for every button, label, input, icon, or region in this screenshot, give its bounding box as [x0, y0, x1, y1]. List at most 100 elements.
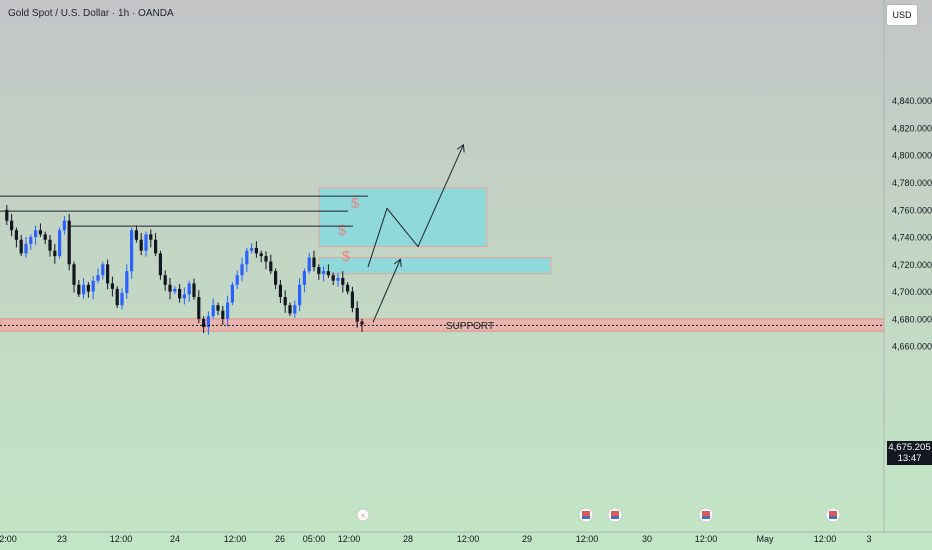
candle-body	[250, 247, 254, 251]
y-tick-label: 4,760.000	[892, 205, 932, 215]
x-tick-label: 26	[275, 534, 285, 544]
y-tick-label: 4,700.000	[892, 287, 932, 297]
y-tick-label: 4,840.000	[892, 96, 932, 106]
lightning-glyph: ⚡	[360, 512, 366, 522]
candle-body	[192, 283, 196, 298]
x-tick-label: 2:00	[0, 534, 17, 544]
candle-body	[298, 284, 302, 306]
x-tick-label: 12:00	[695, 534, 718, 544]
candle-body	[355, 307, 359, 322]
flag-stripes	[582, 511, 590, 516]
candle-body	[326, 271, 330, 276]
candle-body	[336, 277, 340, 281]
candle-body	[235, 275, 239, 285]
flag-canton	[611, 516, 619, 519]
candle-body	[307, 257, 311, 272]
candle-body	[154, 239, 158, 254]
candle-body	[240, 264, 244, 276]
candle-body	[274, 271, 278, 285]
candle-body	[269, 261, 273, 272]
x-tick-label: 23	[57, 534, 67, 544]
candle-body	[77, 284, 81, 295]
candle-body	[259, 253, 263, 257]
flag-stripes	[829, 511, 837, 516]
bar-countdown: 13:47	[897, 453, 922, 464]
candle-body	[10, 220, 14, 231]
x-tick-label: 12:00	[338, 534, 361, 544]
currency-selector[interactable]: USD	[886, 4, 918, 26]
x-tick-label: 05:00	[303, 534, 326, 544]
x-tick-label: 12:00	[814, 534, 837, 544]
candle-body	[302, 271, 306, 285]
x-tick-label: 24	[170, 534, 180, 544]
x-tick-label: 12:00	[576, 534, 599, 544]
candle-body	[29, 237, 33, 244]
candle-body	[187, 283, 191, 295]
y-tick-label: 4,820.000	[892, 123, 932, 133]
candle-body	[230, 284, 234, 303]
dollar-marker: $	[342, 248, 351, 265]
candle-body	[120, 292, 124, 306]
candle-body	[110, 283, 114, 289]
candle-body	[178, 288, 182, 299]
y-tick-label: 4,660.000	[892, 342, 932, 352]
candle-body	[101, 264, 105, 276]
candle-body	[14, 230, 18, 240]
candle-body	[134, 230, 138, 240]
candle-body	[245, 250, 249, 265]
candle-body	[312, 257, 316, 268]
candle-body	[168, 284, 172, 292]
candle-body	[67, 220, 71, 265]
candle-body	[288, 305, 292, 314]
candle-body	[163, 275, 167, 285]
candle-body	[283, 297, 287, 306]
y-tick-label: 4,780.000	[892, 178, 932, 188]
flag-canton	[829, 516, 837, 519]
candle-body	[34, 230, 38, 238]
chart-title: Gold Spot / U.S. Dollar · 1h · OANDA	[8, 8, 174, 19]
y-tick-label: 4,720.000	[892, 260, 932, 270]
projection-path	[367, 146, 463, 268]
last-price-tag: 4,675.205 13:47	[887, 441, 932, 465]
support-label: SUPPORT	[446, 321, 494, 332]
candle-body	[331, 275, 335, 281]
zone-upper-box	[318, 187, 488, 248]
candle-body	[197, 297, 201, 319]
candle-body	[293, 305, 297, 314]
x-tick-label: 3	[866, 534, 871, 544]
candle-body	[173, 288, 177, 292]
candle-body	[106, 264, 110, 284]
zone-middle-box	[318, 257, 552, 275]
candle-body	[139, 239, 143, 251]
candle-body	[317, 267, 321, 274]
candle-body	[53, 250, 57, 257]
candle-body	[130, 230, 134, 272]
candle-body	[254, 247, 258, 254]
candle-body	[221, 310, 225, 319]
x-tick-label: 12:00	[457, 534, 480, 544]
lightning-icon	[356, 508, 370, 522]
candle-body	[58, 230, 62, 257]
y-tick-label: 4,800.000	[892, 151, 932, 161]
candle-body	[202, 318, 206, 328]
candle-body	[226, 302, 230, 319]
candle-body	[322, 271, 326, 274]
candle-body	[360, 321, 364, 325]
candle-body	[182, 294, 186, 299]
candle-body	[149, 234, 153, 240]
candle-body	[264, 256, 268, 262]
candle-body	[350, 291, 354, 308]
candle-body	[38, 230, 42, 235]
candle-body	[19, 239, 23, 254]
last-price-value: 4,675.205	[888, 442, 931, 453]
candle-body	[82, 284, 86, 295]
y-tick-label: 4,740.000	[892, 233, 932, 243]
x-tick-label: May	[756, 534, 774, 544]
candle-body	[96, 275, 100, 281]
dollar-marker: $	[351, 195, 360, 212]
candle-body	[158, 253, 162, 276]
x-tick-label: 30	[642, 534, 652, 544]
